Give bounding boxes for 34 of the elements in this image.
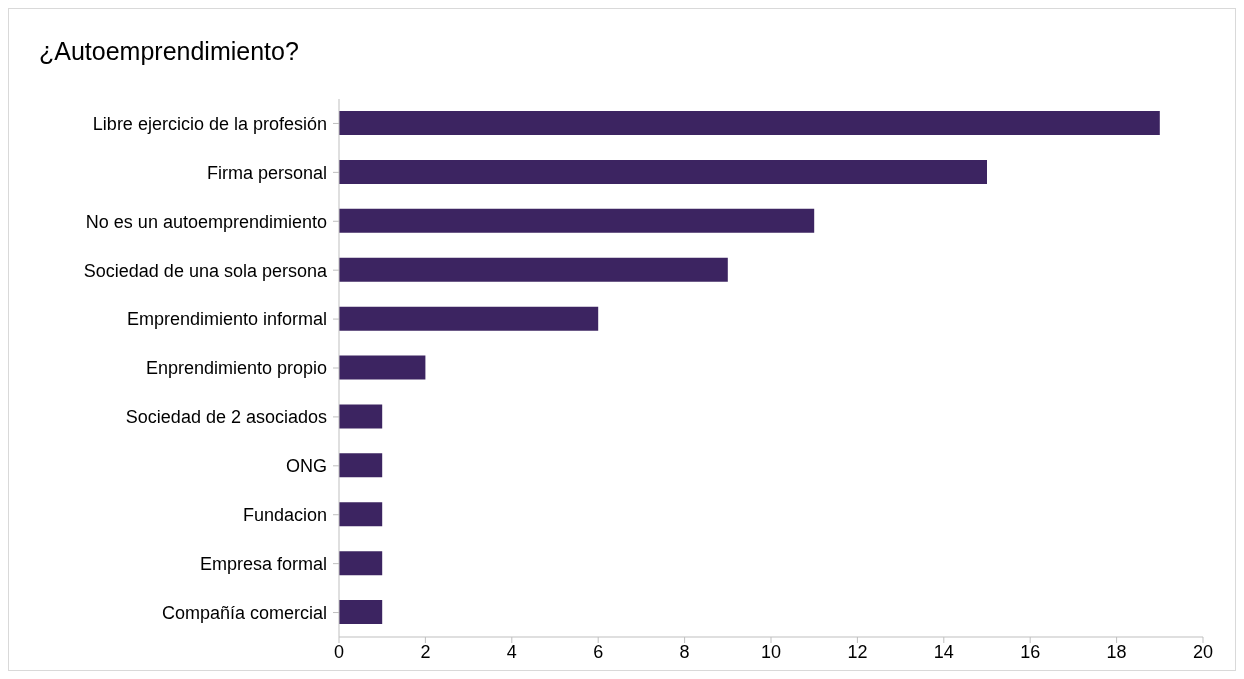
y-tick-label: Sociedad de 2 asociados xyxy=(125,407,327,428)
y-tick-label: Empresa formal xyxy=(199,554,327,575)
x-tick-label: 2 xyxy=(420,641,431,662)
bar xyxy=(339,453,383,478)
bar xyxy=(339,111,1160,135)
y-tick-label: Compañía comercial xyxy=(161,602,327,623)
y-tick-label: Emprendimiento informal xyxy=(126,309,327,330)
y-tick-label: ONG xyxy=(285,456,327,477)
bar xyxy=(339,355,426,380)
chart-title: ¿Autoemprendimiento? xyxy=(39,37,299,66)
x-tick-label: 4 xyxy=(506,641,517,662)
y-tick-label: Enprendimiento propio xyxy=(145,358,327,379)
x-tick-label: 12 xyxy=(847,641,868,662)
y-tick-label: Libre ejercicio de la profesión xyxy=(92,113,327,134)
y-tick-label: Sociedad de una sola persona xyxy=(83,260,328,281)
x-tick-label: 0 xyxy=(333,641,345,662)
x-tick-label: 14 xyxy=(933,641,954,662)
y-tick-label: Firma personal xyxy=(206,162,327,183)
x-tick-label: 6 xyxy=(593,641,604,662)
bar xyxy=(339,404,383,429)
bar xyxy=(339,502,383,527)
bar xyxy=(339,159,987,184)
x-tick-label: 20 xyxy=(1192,641,1214,662)
x-tick-label: 8 xyxy=(679,641,690,662)
y-tick-label: No es un autoemprendimiento xyxy=(85,211,327,232)
bar xyxy=(339,306,599,331)
bar xyxy=(339,208,815,233)
x-tick-label: 18 xyxy=(1106,641,1127,662)
bar xyxy=(339,551,383,576)
bar xyxy=(339,257,728,282)
x-tick-label: 10 xyxy=(760,641,782,662)
y-tick-label: Fundacion xyxy=(242,505,327,526)
bar xyxy=(339,600,383,625)
x-tick-label: 16 xyxy=(1020,641,1041,662)
